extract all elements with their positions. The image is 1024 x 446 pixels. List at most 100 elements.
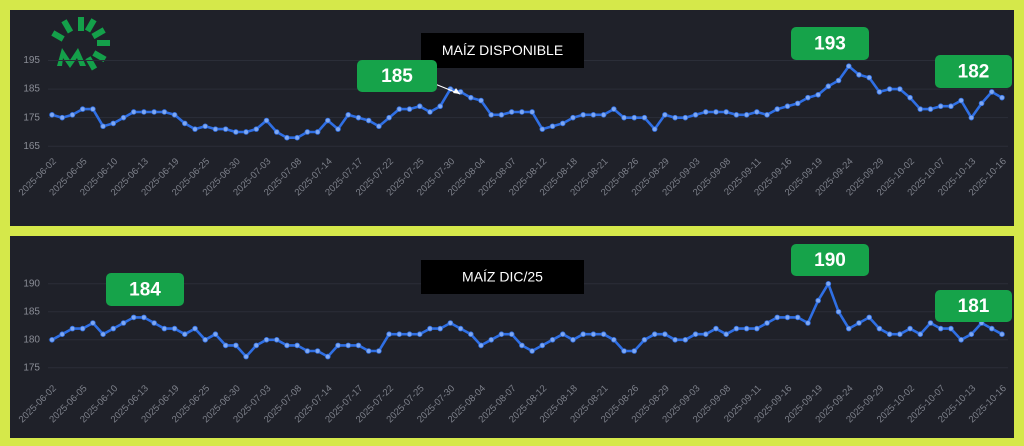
point	[181, 120, 188, 127]
point	[774, 106, 781, 112]
y-tick-label: 185	[23, 84, 40, 95]
point	[754, 109, 760, 115]
point	[590, 112, 597, 118]
point	[416, 331, 423, 338]
point	[825, 280, 832, 287]
point	[202, 123, 209, 130]
point	[927, 106, 934, 112]
y-tick-label: 185	[23, 306, 40, 317]
annotation-box	[791, 27, 869, 60]
point	[794, 314, 801, 321]
point	[743, 325, 750, 332]
point	[100, 123, 106, 130]
title-box	[421, 33, 584, 68]
logo	[51, 17, 110, 71]
point	[692, 112, 699, 118]
point	[784, 103, 791, 110]
point	[621, 114, 627, 121]
point	[611, 106, 617, 112]
point	[672, 336, 678, 343]
point	[549, 336, 556, 343]
point	[427, 109, 433, 115]
point	[886, 331, 893, 338]
point	[764, 320, 770, 326]
point	[641, 336, 648, 343]
y-tick-label: 175	[23, 362, 40, 373]
point	[202, 336, 209, 343]
point	[161, 325, 168, 332]
point	[100, 331, 106, 338]
point	[907, 94, 913, 101]
point	[222, 342, 229, 349]
point	[110, 120, 117, 127]
point	[376, 348, 382, 354]
point	[79, 325, 86, 332]
point	[335, 126, 341, 132]
point	[784, 314, 791, 321]
point	[937, 325, 944, 332]
point	[253, 126, 260, 132]
point	[386, 114, 392, 121]
point	[825, 83, 832, 90]
point	[151, 109, 157, 115]
point	[866, 314, 873, 321]
point	[835, 308, 842, 315]
point	[600, 331, 607, 338]
point	[590, 331, 597, 338]
point	[958, 97, 964, 104]
point	[805, 94, 811, 101]
point	[662, 331, 668, 338]
point	[835, 77, 842, 84]
point	[794, 100, 801, 107]
point	[304, 348, 311, 354]
point	[570, 336, 576, 343]
point	[692, 331, 699, 338]
y-tick-label: 195	[23, 55, 40, 66]
point	[233, 129, 239, 135]
point	[631, 348, 638, 354]
point	[968, 331, 975, 338]
point	[406, 331, 413, 338]
point	[723, 331, 729, 338]
point	[49, 112, 55, 118]
point	[151, 320, 157, 326]
point	[948, 103, 954, 110]
point	[978, 100, 985, 107]
point	[294, 342, 300, 349]
point	[59, 331, 66, 338]
point	[335, 342, 341, 349]
annotation-box	[935, 290, 1012, 322]
point	[304, 129, 311, 135]
point	[396, 331, 403, 338]
point	[897, 86, 903, 92]
point	[733, 112, 740, 118]
point	[723, 109, 729, 115]
point	[263, 117, 270, 124]
point	[498, 112, 505, 118]
point	[917, 106, 924, 112]
point	[130, 314, 137, 321]
point	[110, 325, 117, 332]
point	[580, 331, 586, 338]
point	[529, 109, 535, 115]
point	[651, 126, 658, 132]
point	[192, 126, 198, 132]
point	[284, 134, 290, 141]
point	[815, 297, 821, 304]
point	[937, 103, 944, 110]
point	[396, 106, 403, 112]
y-tick-label: 165	[23, 141, 40, 152]
y-tick-label: 190	[23, 278, 40, 289]
point	[958, 336, 964, 343]
point	[355, 342, 362, 349]
point	[141, 314, 147, 321]
point	[325, 353, 331, 360]
point	[856, 71, 862, 78]
point	[529, 348, 535, 354]
point	[314, 348, 321, 354]
line	[51, 64, 1003, 139]
point	[856, 320, 862, 326]
point	[988, 325, 995, 332]
point	[907, 325, 913, 332]
point	[437, 103, 443, 110]
